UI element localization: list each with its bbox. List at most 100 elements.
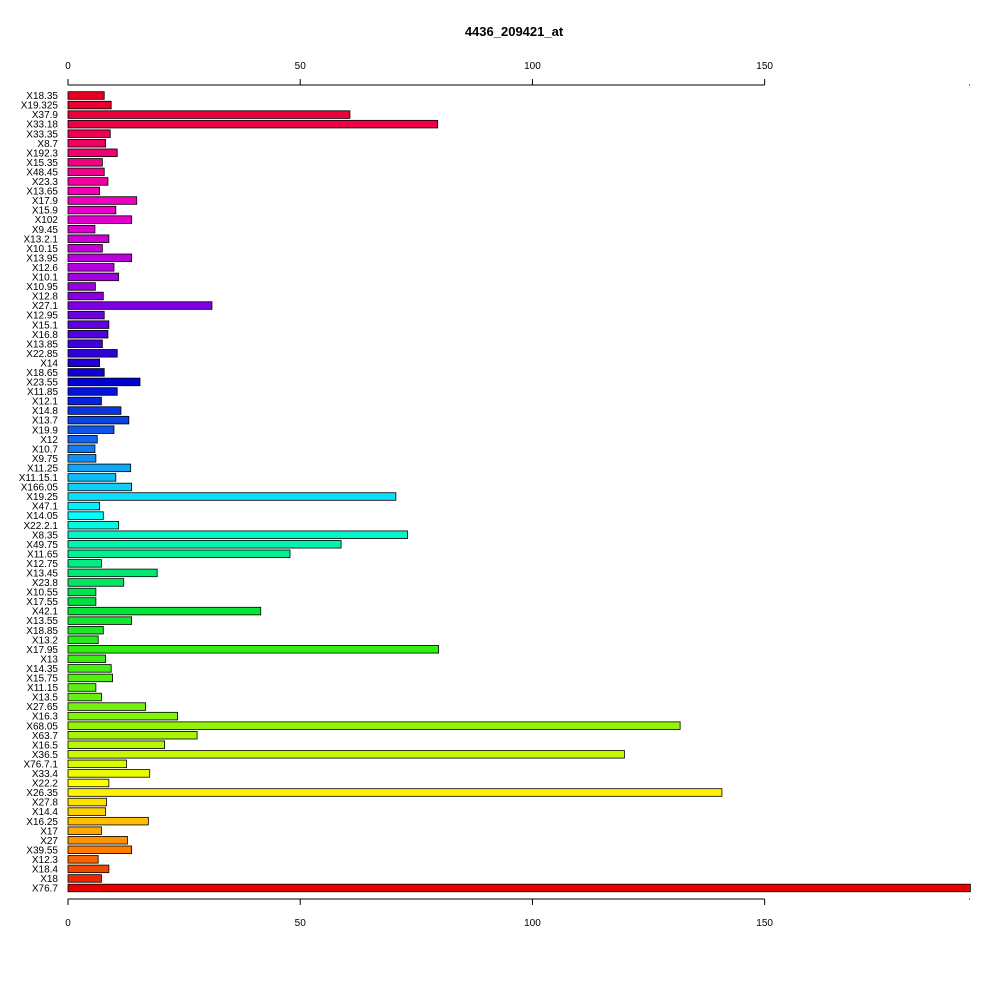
category-label: X76.7.1	[24, 759, 59, 770]
category-label: X16.25	[26, 817, 58, 828]
bar	[67, 205, 117, 215]
chart-title: 4436_209421_at	[465, 24, 564, 39]
category-label: X12.75	[26, 559, 58, 570]
bar	[67, 874, 102, 883]
bar	[67, 253, 133, 263]
bottom-tick-label: 0	[65, 918, 71, 929]
bar	[67, 339, 103, 348]
bottom-x-axis: 0 50 100 150	[65, 898, 970, 929]
bar	[67, 435, 98, 444]
category-label: X18.35	[26, 91, 58, 102]
category-label: X12	[40, 435, 58, 446]
category-label: X14.8	[32, 406, 59, 417]
bar	[67, 129, 111, 138]
bar	[67, 540, 342, 549]
bar	[67, 568, 158, 578]
category-label: X9.75	[32, 454, 59, 465]
bar	[67, 358, 100, 368]
bar	[67, 234, 110, 243]
bar	[67, 721, 681, 730]
bar	[67, 578, 125, 587]
category-label: X18.4	[32, 864, 59, 875]
bar	[67, 826, 102, 835]
bar	[67, 625, 104, 635]
category-label: X27	[40, 836, 58, 847]
bar	[67, 683, 97, 692]
category-label: X76.7	[32, 884, 59, 895]
category-label: X11.65	[27, 549, 58, 560]
bar	[67, 511, 104, 520]
category-label: X19.325	[21, 101, 59, 112]
category-label: X22.2.1	[24, 521, 59, 532]
category-label: X13.95	[26, 253, 58, 264]
bar	[67, 301, 213, 310]
category-label: X42.1	[32, 607, 59, 618]
bar	[67, 597, 97, 606]
category-label: X23.55	[26, 378, 58, 389]
bar	[67, 349, 118, 358]
category-label: X17.95	[26, 645, 58, 656]
category-label: X10.55	[26, 588, 58, 599]
category-label: X12.3	[32, 855, 59, 866]
category-label: X18	[40, 874, 58, 885]
category-label: X18.65	[26, 368, 58, 379]
bar	[67, 664, 112, 673]
bar	[67, 368, 105, 377]
bar	[67, 139, 107, 148]
category-label: X27.1	[32, 301, 59, 312]
category-label: X23.3	[32, 177, 59, 188]
bar	[67, 778, 110, 788]
category-label: X11.15	[27, 683, 58, 694]
bar	[67, 883, 971, 893]
bar	[67, 329, 109, 339]
bar	[67, 559, 102, 568]
bottom-tick-label: 150	[756, 918, 773, 929]
category-label: X10.7	[32, 444, 59, 455]
category-label: X22.2	[32, 779, 59, 790]
category-label: X17.55	[26, 597, 58, 608]
bar	[67, 196, 138, 205]
category-label: X8.7	[37, 139, 58, 150]
bar	[67, 387, 118, 396]
category-label: X192.3	[26, 148, 58, 159]
bar	[67, 759, 127, 769]
top-tick-label: 100	[524, 61, 541, 72]
category-label: X68.05	[26, 721, 58, 732]
category-label: X12.6	[32, 263, 59, 274]
bar	[67, 836, 128, 845]
bar	[67, 645, 440, 654]
category-label: X39.55	[26, 845, 58, 856]
category-label: X16.3	[32, 712, 59, 723]
category-label: X11.25	[27, 463, 58, 474]
category-labels: X18.35X19.325X37.9X33.18X33.35X8.7X192.3…	[19, 91, 59, 894]
bar	[67, 587, 97, 597]
category-label: X11.15.1	[19, 473, 59, 484]
bar	[67, 272, 120, 282]
category-label: X48.45	[26, 167, 58, 178]
category-label: X9.45	[32, 225, 59, 236]
bar	[67, 158, 103, 167]
category-label: X10.95	[26, 282, 58, 293]
category-label: X37.9	[32, 110, 59, 121]
category-label: X15.75	[26, 674, 58, 685]
category-label: X27.8	[32, 798, 59, 809]
bar	[67, 549, 291, 558]
bar	[67, 91, 105, 100]
bar	[67, 501, 100, 511]
category-label: X11.85	[27, 387, 58, 398]
category-label: X13.85	[26, 339, 58, 350]
bar	[67, 740, 165, 749]
bar	[67, 616, 133, 625]
bar	[67, 454, 97, 463]
bar	[67, 692, 102, 702]
bar	[67, 731, 198, 740]
bar	[67, 482, 133, 492]
bar	[67, 864, 110, 874]
bar	[67, 263, 115, 272]
category-label: X33.18	[26, 120, 58, 131]
bar	[67, 100, 112, 110]
bar	[67, 473, 117, 482]
bar	[67, 750, 625, 759]
category-label: X22.85	[26, 349, 58, 360]
